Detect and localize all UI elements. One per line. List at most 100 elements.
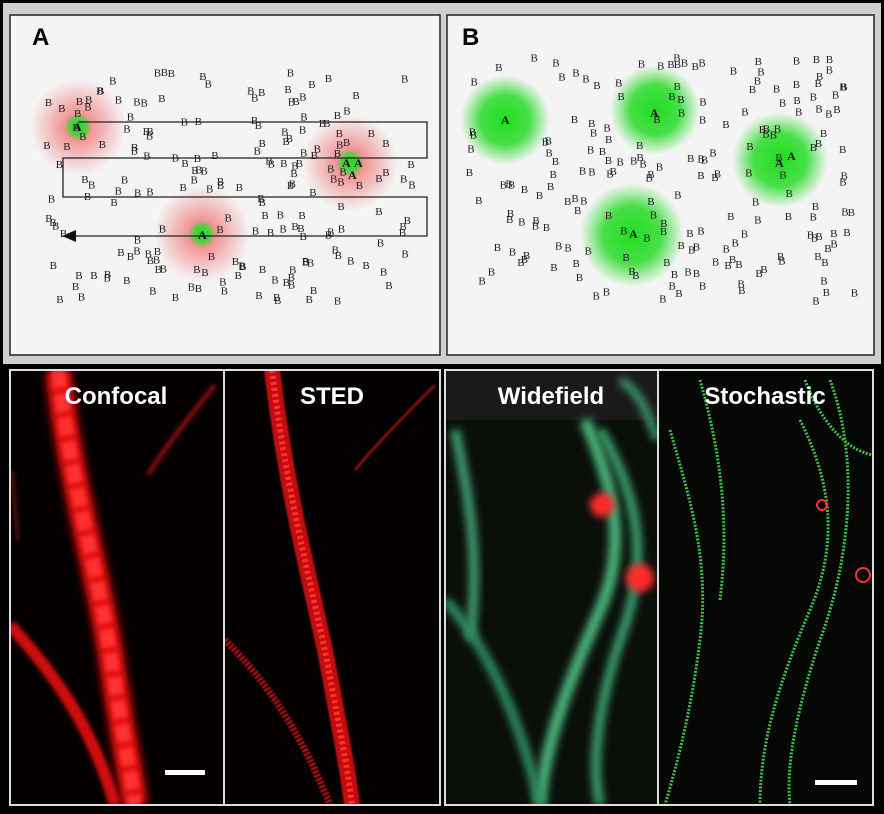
molecule-b: B <box>251 115 258 127</box>
molecule-b: B <box>686 228 693 240</box>
molecule-b: B <box>368 128 375 140</box>
molecule-b: B <box>590 128 597 140</box>
molecule-b: B <box>564 196 571 208</box>
molecule-b: B <box>531 53 538 65</box>
molecule-b: B <box>552 58 559 70</box>
molecule-b: B <box>56 159 63 171</box>
molecule-b: B <box>332 245 339 257</box>
molecule-b: B <box>325 229 332 241</box>
molecule-b: B <box>115 185 122 197</box>
molecule-b: B <box>840 82 847 94</box>
molecule-b: B <box>699 115 706 127</box>
molecule-b: B <box>146 187 153 199</box>
molecule-b: B <box>310 285 317 297</box>
molecule-b: B <box>545 136 552 148</box>
molecule-b: B <box>191 165 198 177</box>
molecule-b: B <box>205 79 212 91</box>
molecule-b: B <box>815 231 822 243</box>
molecule-b: B <box>647 196 654 208</box>
molecule-b: B <box>49 217 56 229</box>
molecule-b: B <box>99 139 106 151</box>
molecule-b: B <box>50 260 57 272</box>
molecule-b: B <box>810 212 817 224</box>
molecule-b: B <box>407 159 414 171</box>
molecule-b: B <box>58 103 65 115</box>
molecule-b: B <box>239 261 246 273</box>
molecule-b: B <box>265 156 272 168</box>
molecule-b: B <box>579 166 586 178</box>
molecule-b: B <box>697 153 704 165</box>
molecule-b: B <box>216 224 223 236</box>
molecule-b: B <box>500 180 507 192</box>
molecule-b: B <box>201 166 208 178</box>
molecule-b: B <box>154 246 161 258</box>
molecule-b: B <box>288 272 295 284</box>
molecule-b: B <box>84 101 91 113</box>
molecule-b: B <box>542 137 549 149</box>
molecule-b: B <box>131 145 138 157</box>
molecule-b: B <box>217 176 224 188</box>
molecule-b: B <box>97 86 104 98</box>
molecule-b: B <box>76 96 83 108</box>
molecule-b: B <box>841 207 848 219</box>
molecule-b: B <box>657 61 664 73</box>
molecule-b: B <box>795 107 802 119</box>
molecule-b: B <box>221 286 228 298</box>
molecule-b: B <box>825 109 832 121</box>
molecule-a: A <box>342 156 351 170</box>
molecule-b: B <box>653 114 660 126</box>
widefield-image <box>445 370 657 805</box>
molecule-b: B <box>375 173 382 185</box>
molecule-b: B <box>81 174 88 186</box>
molecule-b: B <box>385 280 392 292</box>
molecule-b: B <box>763 124 770 136</box>
molecule-b: B <box>643 233 650 245</box>
molecule-b: B <box>149 286 156 298</box>
molecule-b: B <box>550 169 557 181</box>
molecule-b: B <box>580 196 587 208</box>
molecule-b: B <box>523 250 530 262</box>
molecule-b: B <box>121 174 128 186</box>
stochastic-image <box>659 370 873 805</box>
molecule-b: B <box>343 106 350 118</box>
molecule-b: B <box>730 66 737 78</box>
molecule-b: B <box>289 178 296 190</box>
molecule-b: B <box>323 118 330 130</box>
molecule-b: B <box>669 281 676 293</box>
molecule-b: B <box>90 270 97 282</box>
molecule-a: A <box>787 149 796 163</box>
molecule-b: B <box>793 95 800 107</box>
scan-path <box>62 121 428 237</box>
molecule-b: B <box>469 127 476 139</box>
molecule-b: B <box>574 205 581 217</box>
molecule-b: B <box>617 91 624 103</box>
molecule-b: B <box>267 227 274 239</box>
molecule-b: B <box>777 251 784 263</box>
molecule-b: B <box>123 275 130 287</box>
molecule-b: B <box>298 210 305 222</box>
molecule-b: B <box>343 137 350 149</box>
molecule-b: B <box>762 129 769 141</box>
molecule-b: B <box>289 264 296 276</box>
molecule-b: B <box>309 187 316 199</box>
molecule-b: B <box>259 138 266 150</box>
molecule-b: B <box>826 64 833 76</box>
molecule-b: B <box>826 54 833 66</box>
molecule-b: B <box>681 57 688 69</box>
molecule-b: B <box>773 84 780 96</box>
molecule-b: B <box>334 110 341 122</box>
molecule-b: B <box>236 182 243 194</box>
molecule-b: B <box>400 174 407 186</box>
molecule-b: B <box>495 62 502 74</box>
molecule-b: B <box>306 294 313 306</box>
molecule-b: B <box>277 209 284 221</box>
molecule-b: B <box>617 157 624 169</box>
molecule-b: B <box>746 141 753 153</box>
molecule-b: B <box>154 67 161 79</box>
molecule-b: B <box>194 153 201 165</box>
image-frame <box>444 369 874 806</box>
molecule-b: B <box>659 294 666 306</box>
molecule-b: B <box>375 206 382 218</box>
molecule-b: B <box>63 141 70 153</box>
